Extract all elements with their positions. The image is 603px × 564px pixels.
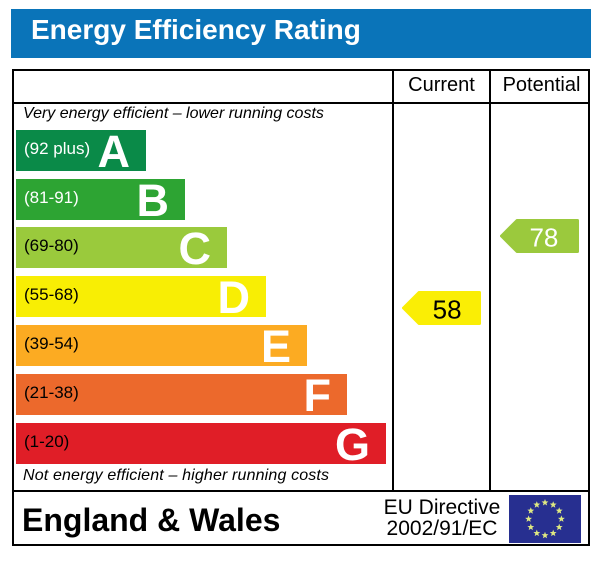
svg-text:58: 58 xyxy=(433,295,462,325)
svg-text:78: 78 xyxy=(529,223,558,253)
